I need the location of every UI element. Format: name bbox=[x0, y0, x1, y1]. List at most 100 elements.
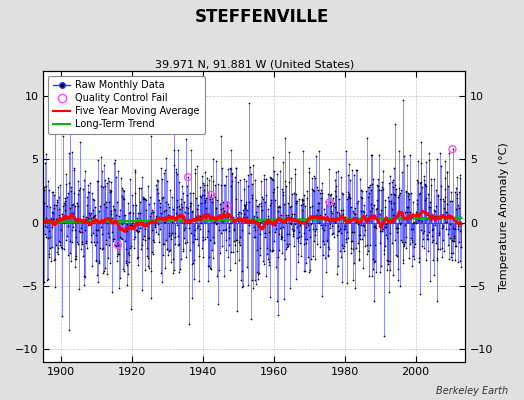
Point bbox=[330, 200, 339, 206]
Point bbox=[209, 178, 217, 184]
Point bbox=[123, 221, 131, 228]
Point bbox=[387, 200, 396, 207]
Point bbox=[390, 164, 398, 171]
Point bbox=[157, 210, 165, 216]
Point bbox=[109, 238, 117, 244]
Point bbox=[102, 199, 111, 206]
Point bbox=[437, 214, 445, 220]
Point bbox=[191, 236, 200, 242]
Point bbox=[354, 221, 363, 228]
Point bbox=[200, 236, 209, 242]
Point bbox=[251, 234, 259, 240]
Point bbox=[72, 239, 81, 245]
Point bbox=[415, 190, 423, 197]
Point bbox=[266, 202, 275, 208]
Point bbox=[95, 208, 104, 215]
Point bbox=[44, 178, 52, 184]
Point bbox=[401, 209, 409, 215]
Point bbox=[234, 218, 243, 224]
Point bbox=[242, 201, 250, 208]
Point bbox=[452, 195, 461, 201]
Point bbox=[320, 227, 328, 233]
Point bbox=[199, 254, 208, 260]
Point bbox=[134, 210, 142, 217]
Point bbox=[91, 212, 100, 218]
Point bbox=[252, 281, 260, 288]
Point bbox=[443, 169, 452, 175]
Point bbox=[265, 229, 273, 235]
Point bbox=[267, 175, 275, 181]
Point bbox=[327, 202, 335, 209]
Point bbox=[177, 255, 185, 262]
Point bbox=[43, 202, 51, 209]
Point bbox=[220, 182, 228, 188]
Point bbox=[234, 214, 243, 220]
Point bbox=[416, 190, 424, 196]
Point bbox=[338, 242, 346, 248]
Point bbox=[127, 306, 136, 312]
Point bbox=[353, 215, 361, 221]
Point bbox=[193, 202, 202, 208]
Point bbox=[246, 218, 255, 224]
Point bbox=[111, 241, 119, 248]
Point bbox=[199, 180, 207, 186]
Point bbox=[390, 182, 399, 188]
Point bbox=[117, 220, 126, 227]
Point bbox=[117, 175, 125, 181]
Point bbox=[132, 219, 140, 226]
Point bbox=[65, 327, 73, 333]
Point bbox=[196, 213, 205, 219]
Point bbox=[195, 253, 203, 259]
Point bbox=[445, 198, 454, 204]
Point bbox=[327, 208, 335, 214]
Point bbox=[124, 200, 132, 206]
Point bbox=[442, 219, 450, 225]
Point bbox=[206, 194, 214, 200]
Point bbox=[76, 218, 84, 224]
Point bbox=[379, 168, 387, 174]
Point bbox=[418, 218, 426, 224]
Point bbox=[47, 244, 56, 250]
Point bbox=[324, 252, 333, 258]
Point bbox=[190, 232, 198, 238]
Point bbox=[359, 202, 368, 209]
Point bbox=[430, 214, 438, 221]
Point bbox=[124, 259, 133, 265]
Point bbox=[322, 198, 330, 204]
Point bbox=[244, 221, 253, 228]
Point bbox=[80, 273, 88, 279]
Point bbox=[334, 223, 343, 230]
Point bbox=[370, 223, 379, 229]
Point bbox=[59, 217, 67, 223]
Point bbox=[199, 237, 208, 243]
Point bbox=[196, 184, 204, 190]
Point bbox=[377, 207, 385, 213]
Point bbox=[264, 212, 272, 219]
Point bbox=[407, 226, 416, 232]
Point bbox=[373, 197, 381, 204]
Point bbox=[381, 224, 390, 230]
Point bbox=[385, 198, 393, 204]
Point bbox=[242, 214, 250, 220]
Point bbox=[47, 214, 56, 221]
Point bbox=[119, 188, 128, 194]
Point bbox=[65, 180, 73, 187]
Point bbox=[445, 235, 454, 241]
Point bbox=[350, 210, 358, 216]
Point bbox=[180, 199, 189, 206]
Point bbox=[183, 210, 192, 216]
Point bbox=[105, 188, 114, 195]
Point bbox=[394, 225, 402, 231]
Point bbox=[207, 192, 215, 198]
Point bbox=[258, 194, 266, 200]
Point bbox=[250, 177, 259, 183]
Point bbox=[364, 248, 372, 255]
Point bbox=[435, 230, 444, 236]
Point bbox=[97, 216, 106, 223]
Point bbox=[413, 178, 422, 185]
Point bbox=[176, 266, 184, 272]
Point bbox=[215, 212, 224, 218]
Point bbox=[329, 229, 337, 236]
Point bbox=[380, 242, 389, 249]
Point bbox=[183, 217, 191, 224]
